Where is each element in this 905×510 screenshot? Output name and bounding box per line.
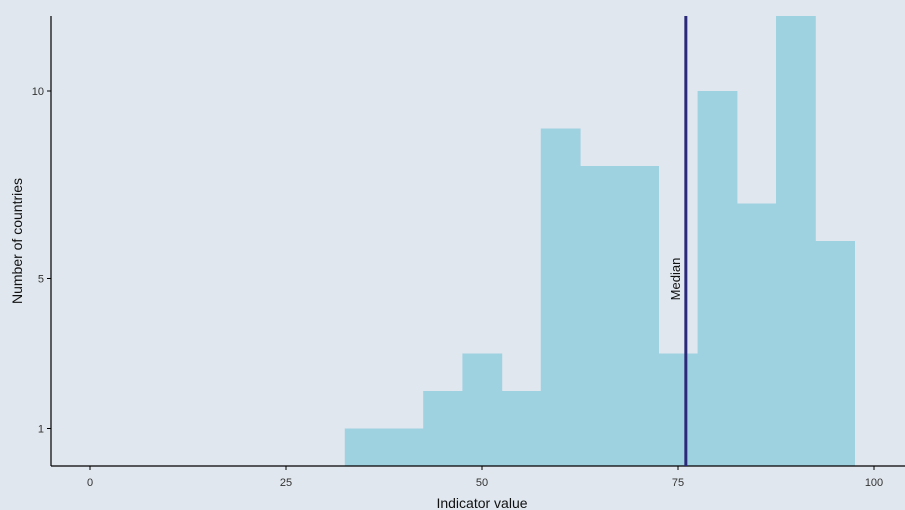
x-tick-label: 75 [672, 477, 684, 489]
histogram-bar [462, 353, 503, 466]
histogram-bar [580, 166, 620, 466]
histogram-bar [815, 241, 855, 466]
y-axis-title: Number of countries [9, 178, 25, 304]
histogram-bar [776, 16, 816, 466]
histogram-bar [658, 353, 699, 466]
x-axis-title: Indicator value [436, 495, 527, 510]
bars-layer [344, 16, 855, 466]
histogram-bar [697, 91, 738, 466]
histogram-bar [619, 166, 659, 466]
histogram-bar [344, 428, 385, 466]
x-tick-label: 0 [87, 477, 93, 489]
histogram-bar [384, 428, 424, 466]
y-tick-label: 1 [38, 424, 44, 436]
y-tick-label: 10 [32, 86, 44, 98]
histogram-bar [423, 391, 463, 466]
x-tick-label: 100 [865, 477, 883, 489]
x-tick-label: 25 [280, 477, 292, 489]
histogram-bar [540, 128, 581, 466]
x-tick-label: 50 [476, 477, 488, 489]
histogram-bar [736, 203, 777, 466]
median-layer: Median [668, 16, 688, 466]
axes-layer: 0 25 50 75 100 1 5 10 [32, 16, 905, 489]
y-tick-label: 5 [38, 274, 44, 286]
histogram-bar [501, 391, 542, 466]
median-label: Median [668, 258, 683, 301]
